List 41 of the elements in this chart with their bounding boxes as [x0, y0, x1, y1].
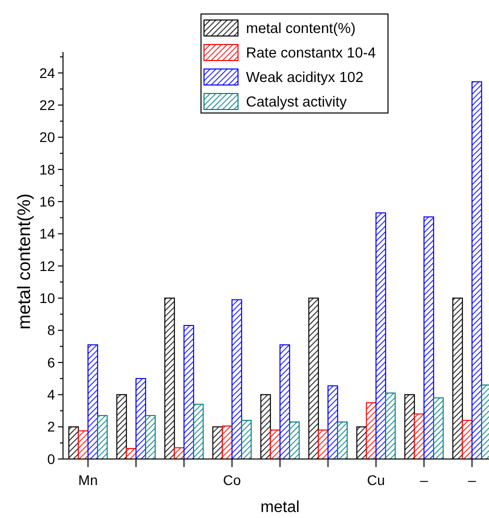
y-tick-label: 24: [39, 64, 56, 81]
bar: [337, 422, 348, 460]
y-tick-label: 8: [47, 322, 56, 338]
y-tick-label: 14: [39, 226, 56, 242]
bar: [376, 212, 386, 460]
legend-label: Catalyst activity: [246, 94, 348, 110]
bar: [433, 397, 444, 460]
y-tick-label: 20: [39, 129, 56, 146]
bar: [289, 422, 300, 460]
bar: [136, 378, 146, 460]
bar: [241, 420, 252, 460]
y-tick-label: 6: [47, 354, 56, 370]
y-axis-title: metal content(%): [14, 193, 34, 330]
bar: [145, 415, 156, 460]
bar: [88, 344, 98, 460]
x-tick-label: Mn: [78, 472, 98, 488]
y-tick-label: 18: [39, 161, 56, 178]
x-tick-label: –: [468, 472, 476, 488]
bar: [472, 81, 482, 460]
bar: [232, 299, 242, 460]
y-tick-label: 2: [47, 418, 56, 435]
x-tick-label: Co: [223, 472, 242, 488]
y-tick-label: 4: [47, 386, 56, 403]
y-tick-label: 16: [39, 194, 56, 210]
legend-label: Rate constantx 10-4: [246, 46, 376, 62]
bar: [424, 216, 434, 460]
x-axis-title: metal: [260, 499, 300, 516]
bar: [280, 344, 290, 460]
bar: [385, 392, 396, 460]
y-tick-label: 22: [39, 96, 56, 113]
bar: [328, 385, 338, 460]
y-tick-label: 10: [39, 290, 56, 306]
bar: [193, 404, 204, 460]
y-tick-label: 0: [47, 450, 56, 467]
bar: [97, 415, 108, 460]
y-tick-label: 12: [39, 258, 56, 274]
x-tick-label: –: [420, 472, 428, 488]
legend-label: Weak acidityx 102: [246, 70, 364, 86]
bar: [184, 324, 194, 460]
legend-label: metal content(%): [246, 21, 356, 37]
x-tick-label: Cu: [367, 472, 385, 488]
